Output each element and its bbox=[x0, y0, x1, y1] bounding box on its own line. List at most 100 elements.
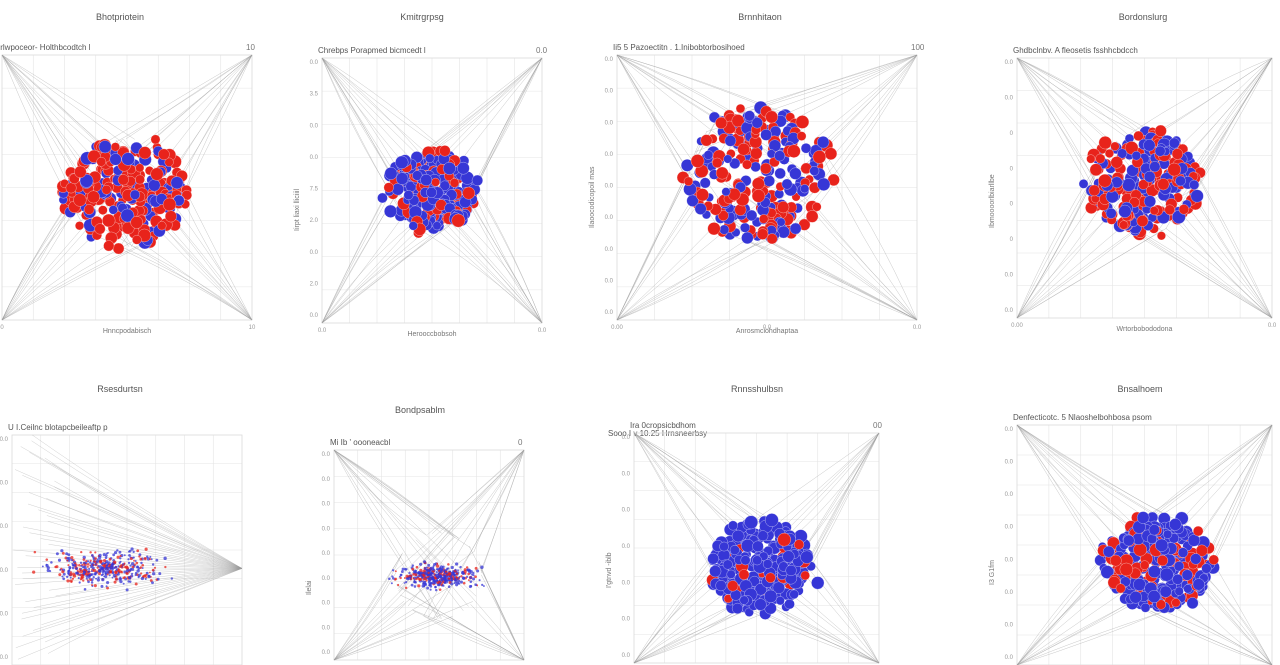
data-point bbox=[86, 565, 89, 568]
data-point bbox=[125, 569, 129, 573]
corner-label: 100 bbox=[911, 43, 925, 52]
data-point bbox=[762, 559, 773, 569]
data-point bbox=[71, 577, 75, 580]
data-point bbox=[1171, 148, 1184, 160]
data-point bbox=[113, 551, 118, 555]
edge-line bbox=[1016, 424, 1120, 540]
edge-line bbox=[321, 212, 465, 324]
data-point bbox=[95, 560, 99, 564]
data-point bbox=[116, 569, 120, 573]
data-point bbox=[134, 559, 137, 562]
data-point bbox=[1115, 583, 1126, 594]
data-point bbox=[127, 575, 131, 579]
edge-line bbox=[1016, 424, 1172, 519]
data-point bbox=[400, 570, 404, 574]
data-point bbox=[750, 161, 761, 173]
edge-line bbox=[333, 553, 402, 661]
y-tick-label: 0.0 bbox=[622, 508, 631, 514]
data-point bbox=[162, 197, 177, 212]
edge-line bbox=[333, 601, 473, 661]
data-point bbox=[686, 194, 699, 207]
y-tick-label: 0.0 bbox=[1005, 590, 1014, 596]
data-point bbox=[463, 572, 466, 575]
data-point bbox=[108, 205, 118, 215]
data-point bbox=[441, 584, 445, 587]
data-point bbox=[163, 556, 167, 561]
data-point bbox=[1154, 145, 1166, 157]
data-point bbox=[699, 177, 711, 189]
edge-line bbox=[15, 568, 243, 648]
data-point bbox=[1208, 554, 1219, 565]
edge-line bbox=[49, 568, 243, 591]
data-point bbox=[117, 174, 129, 186]
data-point bbox=[134, 571, 138, 575]
data-point bbox=[98, 553, 102, 557]
edge-line bbox=[804, 553, 880, 664]
data-point bbox=[134, 573, 137, 576]
edge-line bbox=[1, 54, 78, 173]
data-point bbox=[422, 560, 427, 564]
edge-line bbox=[1, 212, 77, 321]
edge-line bbox=[1016, 424, 1189, 527]
edge-line bbox=[321, 57, 455, 158]
data-point bbox=[435, 570, 438, 574]
data-point bbox=[436, 562, 439, 565]
data-point bbox=[151, 581, 154, 585]
edge-line bbox=[633, 606, 742, 664]
data-point bbox=[61, 575, 64, 578]
data-point bbox=[1131, 151, 1142, 161]
data-point bbox=[135, 561, 139, 565]
data-point bbox=[741, 231, 754, 245]
data-point bbox=[444, 579, 448, 582]
data-point bbox=[135, 163, 145, 173]
data-point bbox=[46, 566, 50, 570]
edge-line bbox=[423, 449, 525, 617]
data-point bbox=[415, 565, 419, 569]
edge-line bbox=[1016, 611, 1163, 665]
data-point bbox=[424, 575, 427, 578]
edge-line bbox=[412, 225, 543, 324]
data-point bbox=[69, 567, 72, 570]
data-point bbox=[431, 177, 440, 187]
data-point bbox=[442, 161, 456, 175]
data-point bbox=[94, 551, 97, 554]
data-point bbox=[91, 566, 95, 570]
data-point bbox=[98, 559, 102, 563]
data-point bbox=[112, 242, 125, 255]
data-point bbox=[58, 573, 62, 577]
data-point bbox=[108, 563, 111, 566]
data-point bbox=[447, 567, 450, 570]
y-tick-label: 0.0 bbox=[605, 215, 614, 221]
data-point bbox=[463, 568, 467, 572]
data-point bbox=[451, 213, 466, 228]
data-point bbox=[60, 549, 64, 553]
edge-line bbox=[126, 54, 253, 139]
edge-line bbox=[1016, 228, 1167, 319]
data-point bbox=[1078, 179, 1089, 189]
data-point bbox=[107, 569, 110, 572]
edge-line bbox=[1016, 424, 1161, 517]
data-point bbox=[419, 568, 423, 572]
data-point bbox=[65, 552, 69, 556]
y-tick-label: 0.0 bbox=[0, 568, 9, 574]
data-point bbox=[764, 589, 778, 603]
y-tick-label: 0.0 bbox=[322, 502, 331, 508]
data-point bbox=[472, 574, 475, 577]
data-point bbox=[417, 584, 421, 588]
data-point bbox=[754, 598, 767, 611]
corner-label: 10 bbox=[246, 43, 255, 52]
data-point bbox=[119, 557, 122, 560]
data-point bbox=[101, 570, 105, 574]
data-point bbox=[105, 585, 108, 588]
edge-line bbox=[22, 568, 243, 614]
edge-line bbox=[803, 432, 880, 550]
data-point bbox=[722, 559, 733, 570]
y-tick-label: 0.0 bbox=[1005, 427, 1014, 433]
data-point bbox=[158, 572, 162, 576]
data-point bbox=[412, 573, 415, 576]
y-tick-label: 0.0 bbox=[322, 576, 331, 582]
data-point bbox=[79, 569, 83, 574]
data-point bbox=[104, 556, 108, 560]
data-point bbox=[50, 561, 53, 564]
y-tick-label: 0.0 bbox=[322, 477, 331, 483]
